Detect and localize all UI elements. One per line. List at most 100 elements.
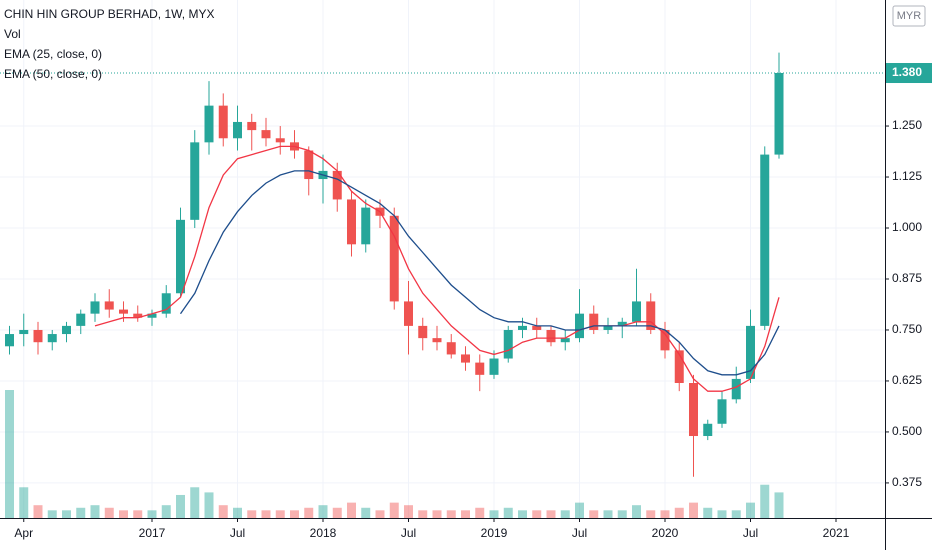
volume-bar (47, 510, 57, 518)
axes: 0.375 0.500 0.625 0.750 0.875 1.000 1.125 1.250… (14, 63, 932, 540)
volume-bar (617, 510, 627, 518)
candle-body (632, 301, 641, 322)
volume-bar (33, 505, 43, 518)
candle-body (503, 329, 513, 359)
currency-box[interactable] (892, 5, 926, 27)
volume-bar (760, 484, 770, 518)
volume-bar (104, 507, 114, 518)
grid (0, 0, 885, 518)
volume-bar (233, 507, 242, 518)
candle-body (532, 325, 542, 330)
volume-bar (703, 507, 713, 518)
volume-bar (503, 507, 513, 518)
volume-bar (389, 502, 399, 518)
x-tick-label: 2018 (310, 526, 337, 540)
y-tick-label: 0.375 (892, 475, 922, 489)
candle-body (90, 301, 100, 314)
y-tick-label: 0.625 (892, 373, 922, 387)
volume-bar (589, 510, 599, 518)
candle-body (475, 362, 485, 375)
volume-bar (290, 510, 299, 518)
volume-bar (532, 510, 542, 518)
x-tick-label: 2020 (652, 526, 679, 540)
volume-bar (176, 494, 185, 518)
candle-body (361, 207, 371, 245)
candle-body (76, 313, 86, 326)
volume-bar (76, 507, 86, 518)
x-tick-label: Jul (230, 526, 245, 540)
x-tick-label: 2019 (481, 526, 508, 540)
volume-bar (603, 510, 613, 518)
candle-body (461, 354, 470, 363)
candle-body (133, 313, 143, 318)
candle-body (347, 199, 356, 245)
volume-bar (731, 510, 741, 518)
volume-bar (62, 510, 71, 518)
volume-bar (746, 502, 755, 518)
candle-body (104, 301, 114, 310)
volume-bar (190, 487, 200, 518)
chart-title: CHIN HIN GROUP BERHAD, 1W, MYX (4, 7, 214, 21)
last-price-box (886, 63, 932, 84)
volume-bar (575, 502, 584, 518)
candle-body (5, 334, 14, 347)
volume-bar (646, 510, 656, 518)
currency-label[interactable]: MYR (897, 10, 922, 22)
candle-body (660, 329, 670, 351)
candle-body (119, 309, 128, 314)
y-tick-label: 0.875 (892, 271, 922, 285)
volume-bar (247, 510, 257, 518)
volume-bar (318, 505, 328, 518)
x-tick-label: Jul (572, 526, 587, 540)
volume-bar (717, 510, 727, 518)
candle-body (703, 423, 713, 437)
volume-bar (404, 505, 413, 518)
volume-bar (90, 505, 100, 518)
x-tick-label: 2017 (139, 526, 166, 540)
volume-bar (674, 507, 684, 518)
volume-bar (432, 510, 442, 518)
volume-bar (446, 510, 456, 518)
candle-body (418, 325, 428, 339)
candle-body (717, 399, 727, 424)
y-tick-label: 1.250 (892, 118, 922, 132)
candle-body (190, 142, 200, 220)
legend-entry: EMA (50, close, 0) (4, 67, 102, 81)
y-tick-label: 0.750 (892, 322, 922, 336)
volume-bar (689, 502, 698, 518)
volume-bar (161, 505, 171, 518)
x-tick-label: Jul (401, 526, 416, 540)
candle-body (432, 338, 442, 343)
volume-bar (275, 510, 285, 518)
x-tick-label: 2021 (823, 526, 850, 540)
candle-body (332, 170, 342, 200)
candle-body (774, 73, 784, 155)
candle-body (617, 321, 627, 326)
x-tick-label: Jul (743, 526, 758, 540)
volume-bar (475, 507, 485, 518)
candle-body (19, 329, 29, 335)
candle-body (176, 219, 185, 294)
candle-body (33, 329, 43, 343)
x-tick-label: Apr (14, 526, 33, 540)
candle-body (389, 215, 399, 302)
candle-body (689, 382, 698, 437)
volume-bar (204, 492, 214, 518)
candle-body (589, 313, 599, 330)
volume-bar (518, 510, 527, 518)
ema-line (179, 170, 780, 376)
volume-bar (347, 502, 356, 518)
candle-body (489, 358, 499, 375)
volume-bar (147, 510, 157, 518)
volume-bar (560, 510, 570, 518)
candle-body (546, 329, 556, 343)
legend-entry: EMA (25, close, 0) (4, 47, 102, 61)
volume-bar (5, 390, 14, 518)
candle-body (746, 325, 755, 379)
candle-body (304, 150, 314, 180)
legend-entry: Vol (4, 27, 21, 41)
candle-body (760, 154, 770, 326)
candle-body (646, 301, 656, 330)
volume-bar (418, 510, 428, 518)
